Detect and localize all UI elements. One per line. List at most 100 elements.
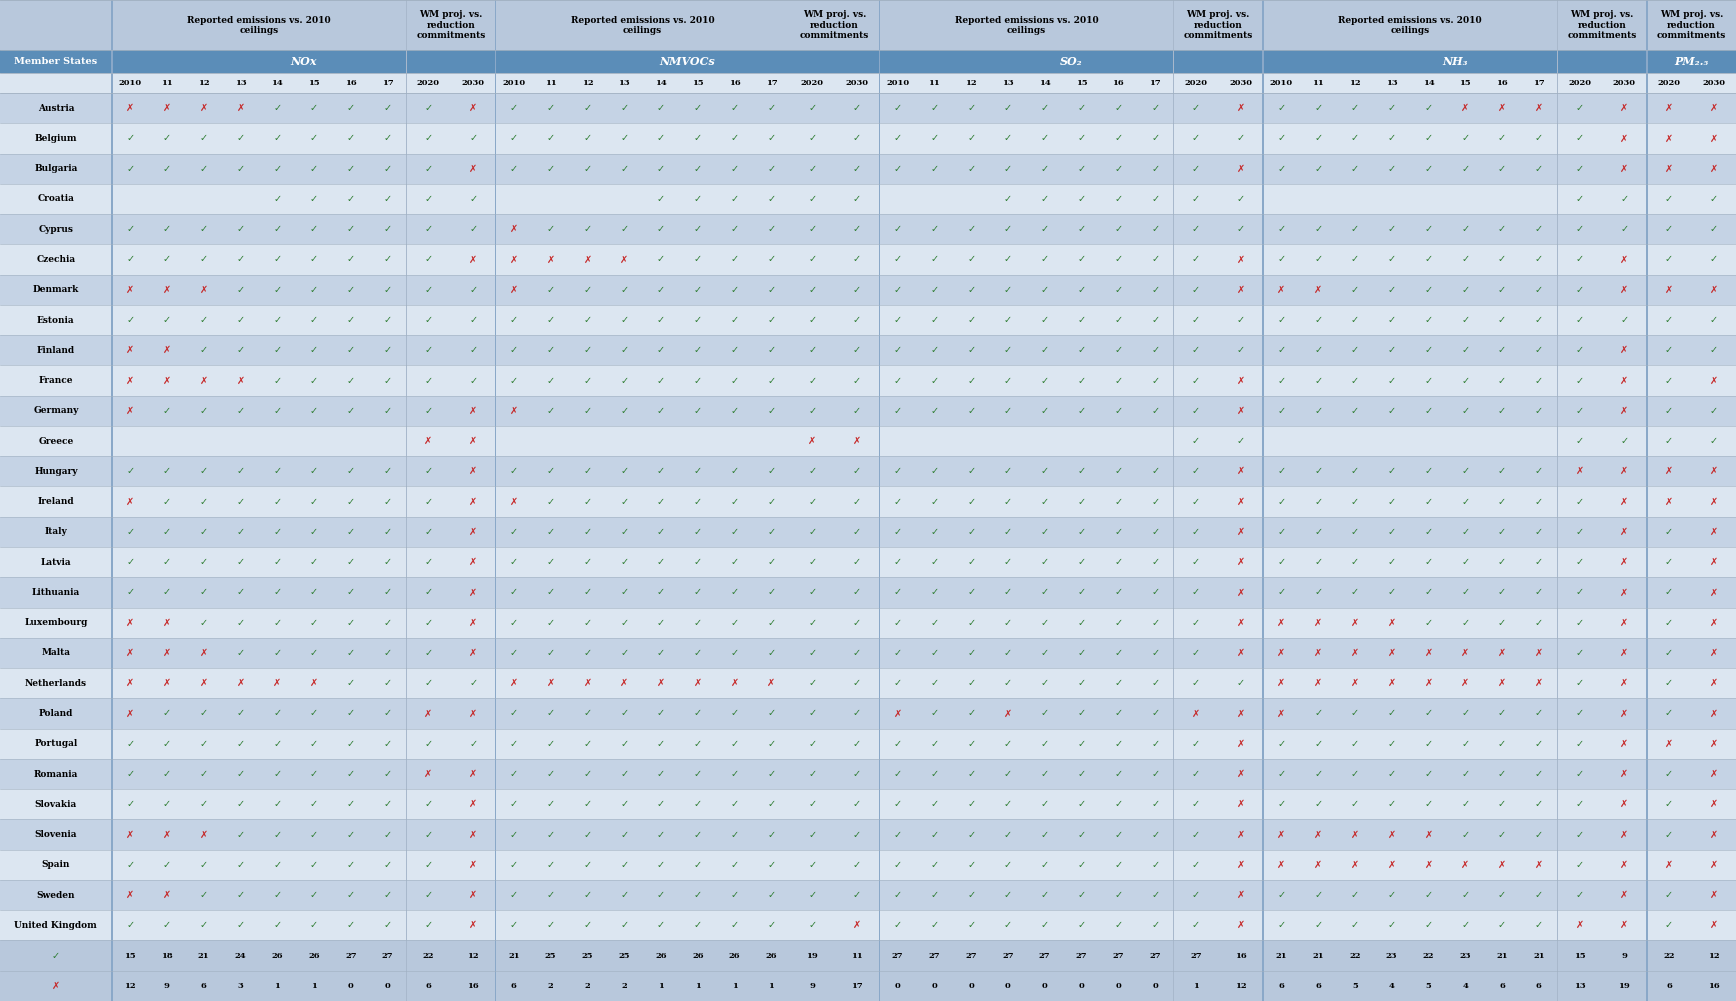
Text: ✓: ✓ (273, 920, 281, 930)
Text: 27: 27 (929, 952, 941, 960)
Bar (0, 941, 1736, 971)
Text: ✓: ✓ (694, 405, 701, 415)
Text: ✓: ✓ (930, 618, 939, 628)
Text: ✓: ✓ (273, 558, 281, 568)
Text: Austria: Austria (38, 104, 75, 113)
Text: ✓: ✓ (273, 164, 281, 174)
Text: ✓: ✓ (1151, 375, 1160, 385)
Text: ✓: ✓ (894, 254, 901, 264)
Text: ✓: ✓ (1078, 527, 1085, 537)
Text: ✓: ✓ (1576, 436, 1583, 446)
Text: ✓: ✓ (852, 890, 861, 900)
Text: ✓: ✓ (731, 920, 740, 930)
Text: ✓: ✓ (200, 133, 208, 143)
Text: ✗: ✗ (807, 436, 816, 446)
Text: ✓: ✓ (1576, 284, 1583, 294)
Text: ✓: ✓ (1387, 709, 1396, 719)
Text: 12: 12 (467, 952, 479, 960)
Text: ✓: ✓ (510, 709, 517, 719)
Text: ✓: ✓ (311, 588, 318, 598)
Text: ✓: ✓ (547, 164, 556, 174)
Text: ✓: ✓ (620, 527, 628, 537)
Text: ✓: ✓ (347, 739, 354, 749)
Text: 15: 15 (1076, 79, 1087, 87)
Text: ✓: ✓ (1498, 890, 1507, 900)
Text: Reported emissions vs. 2010
ceilings: Reported emissions vs. 2010 ceilings (571, 16, 715, 35)
Text: ✓: ✓ (384, 375, 392, 385)
Text: ✓: ✓ (1151, 254, 1160, 264)
Text: ✓: ✓ (311, 254, 318, 264)
Text: ✓: ✓ (163, 860, 170, 870)
Text: ✓: ✓ (1236, 315, 1245, 325)
Text: Slovakia: Slovakia (35, 800, 76, 809)
Text: ✓: ✓ (656, 496, 665, 507)
Text: ✗: ✗ (1620, 466, 1628, 476)
Text: ✗: ✗ (1710, 860, 1717, 870)
Text: ✓: ✓ (1498, 405, 1507, 415)
Text: ✓: ✓ (1151, 466, 1160, 476)
Text: ✓: ✓ (1710, 254, 1717, 264)
Text: ✗: ✗ (469, 558, 477, 568)
Text: ✓: ✓ (1535, 164, 1543, 174)
Text: ✓: ✓ (163, 405, 170, 415)
Text: ✗: ✗ (1620, 164, 1628, 174)
Text: ✓: ✓ (510, 527, 517, 537)
Text: ✓: ✓ (1535, 558, 1543, 568)
Text: ✓: ✓ (384, 588, 392, 598)
Text: ✓: ✓ (1151, 284, 1160, 294)
Text: ✓: ✓ (1710, 436, 1717, 446)
Text: ✓: ✓ (1040, 103, 1049, 113)
Text: ✓: ✓ (1003, 890, 1012, 900)
Text: ✓: ✓ (930, 920, 939, 930)
Text: ✓: ✓ (1314, 254, 1323, 264)
Text: ✓: ✓ (894, 315, 901, 325)
Text: ✓: ✓ (1462, 133, 1469, 143)
Text: ✓: ✓ (1151, 224, 1160, 234)
Text: 2: 2 (549, 982, 554, 990)
Text: ✓: ✓ (656, 133, 665, 143)
Text: ✓: ✓ (273, 496, 281, 507)
Text: ✓: ✓ (767, 224, 776, 234)
Text: 21: 21 (509, 952, 519, 960)
Text: ✓: ✓ (1278, 496, 1285, 507)
Text: ✗: ✗ (1620, 284, 1628, 294)
Text: ✓: ✓ (583, 588, 592, 598)
Text: ✓: ✓ (1462, 618, 1469, 628)
Text: 15: 15 (693, 79, 703, 87)
Text: ✗: ✗ (1462, 103, 1469, 113)
Text: ✓: ✓ (656, 648, 665, 658)
Text: ✓: ✓ (469, 284, 477, 294)
Text: ✓: ✓ (1462, 890, 1469, 900)
Text: ✓: ✓ (930, 315, 939, 325)
Text: ✓: ✓ (852, 405, 861, 415)
Text: Reported emissions vs. 2010
ceilings: Reported emissions vs. 2010 ceilings (187, 16, 330, 35)
Text: ✓: ✓ (930, 496, 939, 507)
Text: ✓: ✓ (1003, 224, 1012, 234)
Text: ✓: ✓ (930, 830, 939, 840)
Text: ✗: ✗ (469, 466, 477, 476)
Text: ✗: ✗ (127, 375, 134, 385)
Text: 21: 21 (1496, 952, 1509, 960)
Text: ✓: ✓ (200, 315, 208, 325)
Text: ✓: ✓ (1040, 345, 1049, 355)
Text: ✗: ✗ (1314, 648, 1323, 658)
Text: ✗: ✗ (1236, 527, 1245, 537)
Text: ✓: ✓ (311, 830, 318, 840)
Text: ✓: ✓ (1462, 284, 1469, 294)
Text: ✓: ✓ (1498, 618, 1507, 628)
Text: ✓: ✓ (1351, 284, 1359, 294)
Text: ✓: ✓ (694, 315, 701, 325)
Text: ✗: ✗ (469, 830, 477, 840)
Text: ✗: ✗ (1425, 860, 1432, 870)
Text: ✓: ✓ (1576, 618, 1583, 628)
Text: 22: 22 (422, 952, 434, 960)
Text: ✓: ✓ (930, 527, 939, 537)
Text: ✓: ✓ (767, 345, 776, 355)
Text: ✓: ✓ (694, 345, 701, 355)
Text: ✓: ✓ (894, 133, 901, 143)
Text: ✗: ✗ (1236, 588, 1245, 598)
Text: ✓: ✓ (424, 224, 432, 234)
Text: ✗: ✗ (163, 284, 170, 294)
Text: ✓: ✓ (1665, 648, 1674, 658)
Bar (0, 880, 1736, 910)
